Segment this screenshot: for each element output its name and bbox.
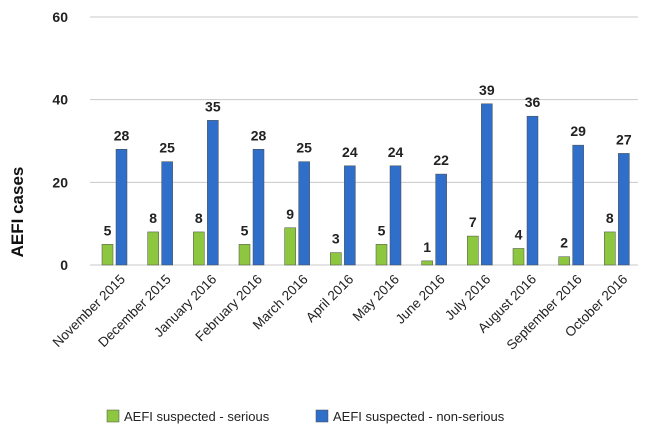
category-label: April 2016	[303, 272, 357, 326]
data-label: 5	[104, 222, 112, 238]
bar-non-serious	[252, 149, 265, 266]
data-label: 24	[388, 144, 404, 160]
data-label: 8	[195, 210, 203, 226]
data-label: 2	[560, 235, 568, 251]
data-label: 24	[342, 144, 358, 160]
legend-label: AEFI suspected - non-serious	[333, 409, 505, 424]
data-label: 5	[241, 222, 249, 238]
bar-serious	[147, 231, 159, 266]
bar-serious	[421, 260, 433, 266]
y-tick-label: 20	[52, 174, 68, 190]
data-label: 3	[332, 231, 340, 247]
y-tick-label: 60	[52, 9, 68, 25]
bar-non-serious	[572, 144, 584, 266]
grid-lines	[90, 16, 638, 266]
bar-non-serious	[115, 149, 128, 266]
legend: AEFI suspected - serious AEFI suspected -…	[106, 409, 505, 424]
bar-serious	[604, 231, 616, 266]
data-label: 8	[149, 210, 157, 226]
bar-non-serious	[344, 165, 356, 266]
data-label: 4	[515, 226, 523, 242]
data-label: 25	[296, 140, 312, 156]
y-tick-label: 40	[52, 92, 68, 108]
bar-non-serious	[618, 153, 630, 266]
bars	[101, 103, 630, 266]
bar-non-serious	[389, 165, 402, 266]
data-label: 22	[433, 152, 449, 168]
y-tick-label: 0	[60, 257, 68, 273]
y-axis-label: AEFI cases	[8, 167, 27, 258]
data-label: 28	[114, 127, 130, 143]
bar-serious	[467, 235, 479, 266]
data-label: 36	[525, 94, 541, 110]
bar-serious	[284, 227, 296, 266]
bar-non-serious	[435, 173, 447, 266]
bar-serious	[238, 244, 251, 266]
bar-non-serious	[207, 120, 219, 266]
data-label: 1	[423, 239, 431, 255]
data-label: 25	[159, 140, 175, 156]
bar-serious	[375, 244, 388, 266]
bar-serious	[193, 231, 205, 266]
bar-serious	[512, 248, 525, 266]
bar-serious	[558, 256, 570, 266]
bar-non-serious	[161, 161, 173, 266]
bar-non-serious	[481, 103, 493, 266]
data-label: 7	[469, 214, 477, 230]
bar-non-serious	[526, 115, 539, 266]
data-label: 8	[606, 210, 614, 226]
legend-swatch	[315, 409, 329, 423]
legend-swatch	[106, 409, 120, 423]
legend-label: AEFI suspected - serious	[124, 409, 270, 424]
y-tick-labels: 0 20 40 60	[52, 9, 68, 273]
data-label: 27	[616, 131, 632, 147]
data-label: 35	[205, 98, 221, 114]
category-label: June 2016	[393, 272, 448, 327]
data-label: 29	[570, 123, 586, 139]
data-labels: 5 28 8 25 8 35 5 28 9 25 3 24 5 24 1 22 7 39 4 36 2 29 8 27	[104, 82, 632, 255]
data-label: 9	[286, 206, 294, 222]
bar-serious	[101, 244, 114, 266]
bar-non-serious	[298, 161, 310, 266]
data-label: 5	[378, 222, 386, 238]
data-label: 28	[251, 127, 267, 143]
bar-serious	[330, 252, 342, 266]
data-label: 39	[479, 82, 495, 98]
